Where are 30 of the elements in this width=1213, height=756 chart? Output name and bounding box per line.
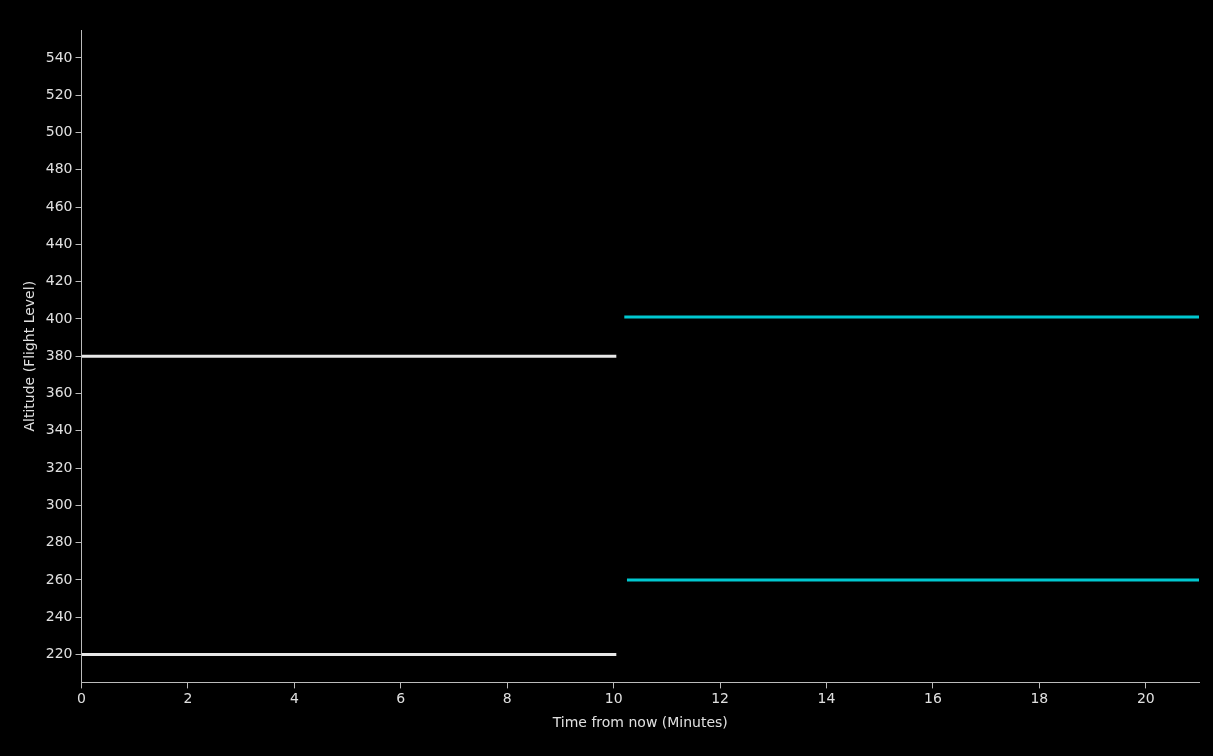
- y-tick-label: 500: [45, 123, 73, 140]
- y-tick-label: 300: [45, 495, 73, 512]
- y-tick-label: 380: [45, 346, 73, 363]
- y-tick-label: 440: [45, 235, 73, 251]
- y-tick-label: 360: [45, 384, 73, 401]
- x-tick-label: 8: [502, 690, 512, 707]
- x-tick-label: 14: [817, 690, 836, 707]
- y-tick-label: 260: [45, 570, 73, 587]
- y-tick-label: 480: [45, 160, 73, 177]
- y-tick-label: 240: [45, 607, 73, 624]
- y-axis-title: Altitude (Flight Level): [21, 280, 38, 432]
- y-tick-label: 460: [45, 197, 73, 214]
- x-tick-label: 6: [396, 690, 406, 707]
- x-tick-label: 2: [183, 690, 193, 707]
- x-axis-title: Time from now (Minutes): [551, 714, 728, 731]
- y-tick-label: 420: [45, 272, 73, 289]
- y-tick-label: 220: [45, 645, 73, 662]
- x-tick-label: 4: [289, 690, 299, 707]
- x-tick-label: 0: [77, 690, 86, 707]
- y-tick-label: 320: [45, 458, 73, 475]
- x-tick-label: 12: [711, 690, 729, 707]
- y-tick-label: 340: [45, 421, 73, 438]
- x-tick-label: 20: [1136, 690, 1155, 707]
- y-tick-label: 400: [45, 309, 73, 326]
- x-tick-label: 16: [924, 690, 942, 707]
- y-tick-label: 540: [45, 48, 73, 65]
- y-tick-label: 280: [45, 533, 73, 550]
- x-tick-label: 18: [1030, 690, 1049, 707]
- x-tick-label: 10: [604, 690, 623, 707]
- y-tick-label: 520: [45, 85, 73, 102]
